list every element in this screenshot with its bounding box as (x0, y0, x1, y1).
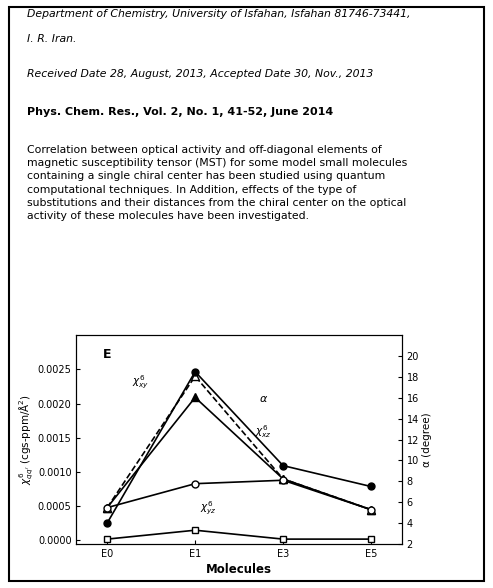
Text: Phys. Chem. Res., Vol. 2, No. 1, 41-52, June 2014: Phys. Chem. Res., Vol. 2, No. 1, 41-52, … (27, 107, 333, 117)
Text: $\chi^6_{xy}$: $\chi^6_{xy}$ (132, 374, 149, 391)
Y-axis label: α (degree): α (degree) (422, 412, 432, 467)
Text: $\chi^6_{xz}$: $\chi^6_{xz}$ (255, 423, 272, 440)
X-axis label: Molecules: Molecules (206, 563, 272, 576)
Text: Department of Chemistry, University of Isfahan, Isfahan 81746-73441,: Department of Chemistry, University of I… (27, 9, 411, 19)
Text: $\chi^6_{yz}$: $\chi^6_{yz}$ (200, 499, 217, 516)
Text: E: E (103, 348, 111, 360)
Text: Correlation between optical activity and off-diagonal elements of
magnetic susce: Correlation between optical activity and… (27, 145, 407, 221)
Text: $\alpha$: $\alpha$ (259, 394, 268, 404)
Y-axis label: $\chi^6_{qq'}$ (cgs-ppm/Å$^2$): $\chi^6_{qq'}$ (cgs-ppm/Å$^2$) (17, 394, 35, 485)
Text: I. R. Iran.: I. R. Iran. (27, 34, 76, 44)
Text: Received Date 28, August, 2013, Accepted Date 30, Nov., 2013: Received Date 28, August, 2013, Accepted… (27, 69, 373, 79)
